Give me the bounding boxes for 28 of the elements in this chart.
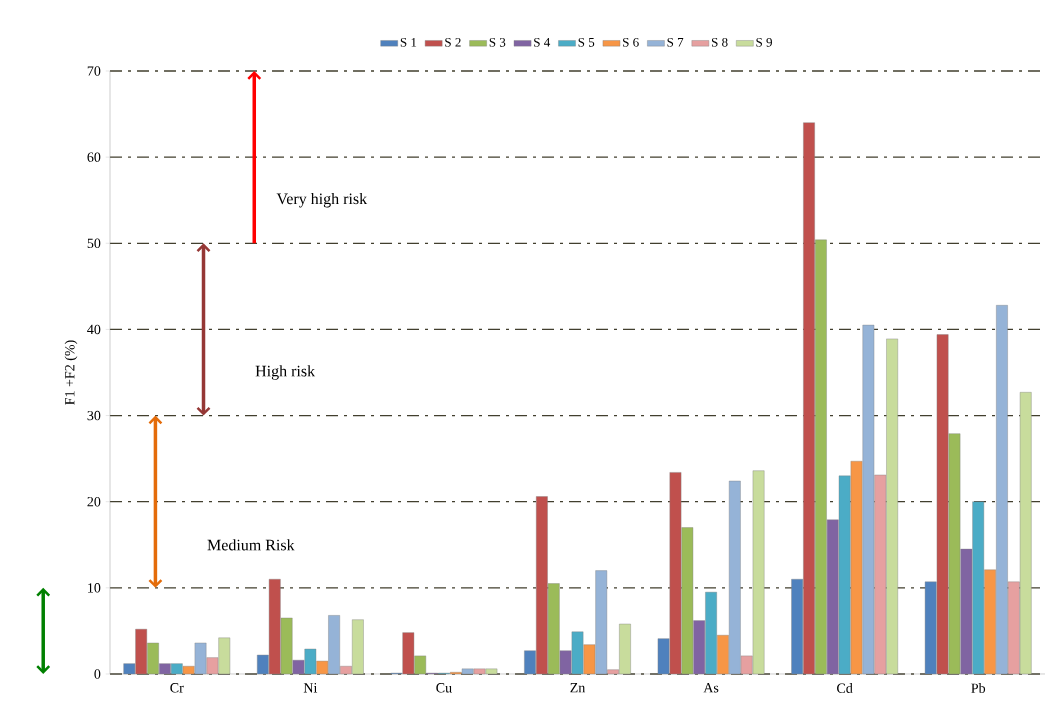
annotation: Medium Risk [207,539,295,551]
y-tick-label: 30 [87,410,101,421]
legend-label: S 1 [400,37,417,47]
legend-label: S 5 [578,37,595,47]
y-tick-label: 20 [87,496,101,507]
legend-label: S 4 [534,37,551,47]
x-tick-label: Ni [303,683,318,693]
y-axis-title: F1 +F2 (%) [64,340,78,405]
x-tick-label: Pb [971,683,986,693]
x-tick-label: Cd [837,683,853,693]
x-tick-label: Cr [170,683,184,693]
legend-label: S 8 [711,37,728,47]
x-tick-label: As [703,683,719,693]
y-tick-label: 70 [87,66,101,76]
annotation: High risk [255,365,316,380]
legend-label: S 3 [489,37,506,47]
x-tick-label: Zn [570,683,586,693]
legend-label: S 2 [445,37,461,47]
legend-label: S 9 [756,37,772,47]
annotation: Very high risk [276,192,368,208]
x-tick-label: Cu [436,683,452,693]
legend-label: S 7 [667,37,684,47]
y-tick-label: 40 [87,324,101,335]
y-tick-label: 10 [88,583,101,593]
legend-label: S 6 [623,37,639,47]
y-tick-label: 60 [87,152,101,162]
y-tick-label: 0 [94,669,101,679]
y-tick-label: 50 [87,238,101,249]
